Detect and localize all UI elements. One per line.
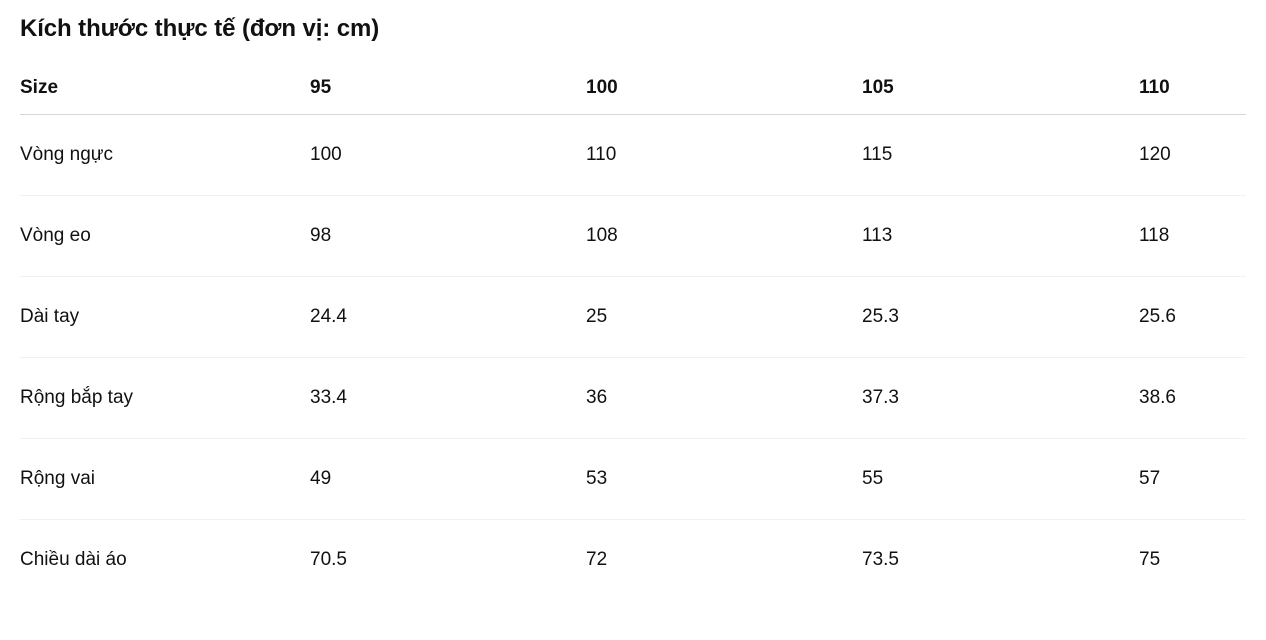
cell-value: 33.4 (310, 357, 586, 439)
table-row: Vòng eo 98 108 113 118 (20, 195, 1246, 277)
cell-value: 25 (586, 276, 862, 358)
table-row: Dài tay 24.4 25 25.3 25.6 (20, 276, 1246, 358)
row-label: Dài tay (20, 276, 310, 358)
column-header-size-110: 110 (1139, 62, 1246, 115)
cell-value: 72 (586, 549, 608, 570)
cell-value: 25.3 (862, 276, 1139, 358)
cell-value: 37.3 (862, 357, 1139, 439)
table-row: Rộng bắp tay 33.4 36 37.3 38.6 (20, 357, 1246, 439)
cell-value: 110 (586, 114, 862, 196)
cell-value: 100 (310, 114, 586, 196)
row-label: Chiều dài áo (20, 549, 127, 570)
cell-value: 57 (1139, 438, 1246, 520)
table-header: Size 95 100 105 110 (20, 62, 1246, 115)
cell-value: 120 (1139, 114, 1246, 196)
cell-value: 115 (862, 114, 1139, 196)
cell-value: 118 (1139, 195, 1246, 277)
cell-value: 38.6 (1139, 357, 1246, 439)
cell-value: 49 (310, 438, 586, 520)
cell-value: 55 (862, 438, 1139, 520)
table-row: Chiều dài áo 70.5 72 73.5 75 (20, 520, 1246, 601)
cell-value: 24.4 (310, 276, 586, 358)
row-label: Vòng ngực (20, 114, 310, 196)
size-measurements-table: Size 95 100 105 110 Vòng ngực 100 110 11… (20, 62, 1246, 600)
cell-value: 108 (586, 195, 862, 277)
cell-value: 73.5 (862, 549, 899, 570)
row-label: Rộng vai (20, 438, 310, 520)
row-label: Rộng bắp tay (20, 357, 310, 439)
table-row: Vòng ngực 100 110 115 120 (20, 114, 1246, 196)
table-header-row: Size 95 100 105 110 (20, 62, 1246, 115)
column-header-size-95: 95 (310, 62, 586, 115)
cell-value: 25.6 (1139, 276, 1246, 358)
cell-value: 113 (862, 195, 1139, 277)
row-label: Vòng eo (20, 195, 310, 277)
cell-value: 53 (586, 438, 862, 520)
table-body: Vòng ngực 100 110 115 120 Vòng eo 98 108… (20, 114, 1246, 601)
cell-value: 98 (310, 195, 586, 277)
column-header-size: Size (20, 62, 310, 115)
column-header-size-100: 100 (586, 62, 862, 115)
page-title: Kích thước thực tế (đơn vị: cm) (20, 15, 380, 42)
table-row: Rộng vai 49 53 55 57 (20, 438, 1246, 520)
cell-value: 70.5 (310, 549, 347, 570)
cell-value: 36 (586, 357, 862, 439)
column-header-size-105: 105 (862, 62, 1139, 115)
cell-value: 75 (1139, 549, 1161, 570)
